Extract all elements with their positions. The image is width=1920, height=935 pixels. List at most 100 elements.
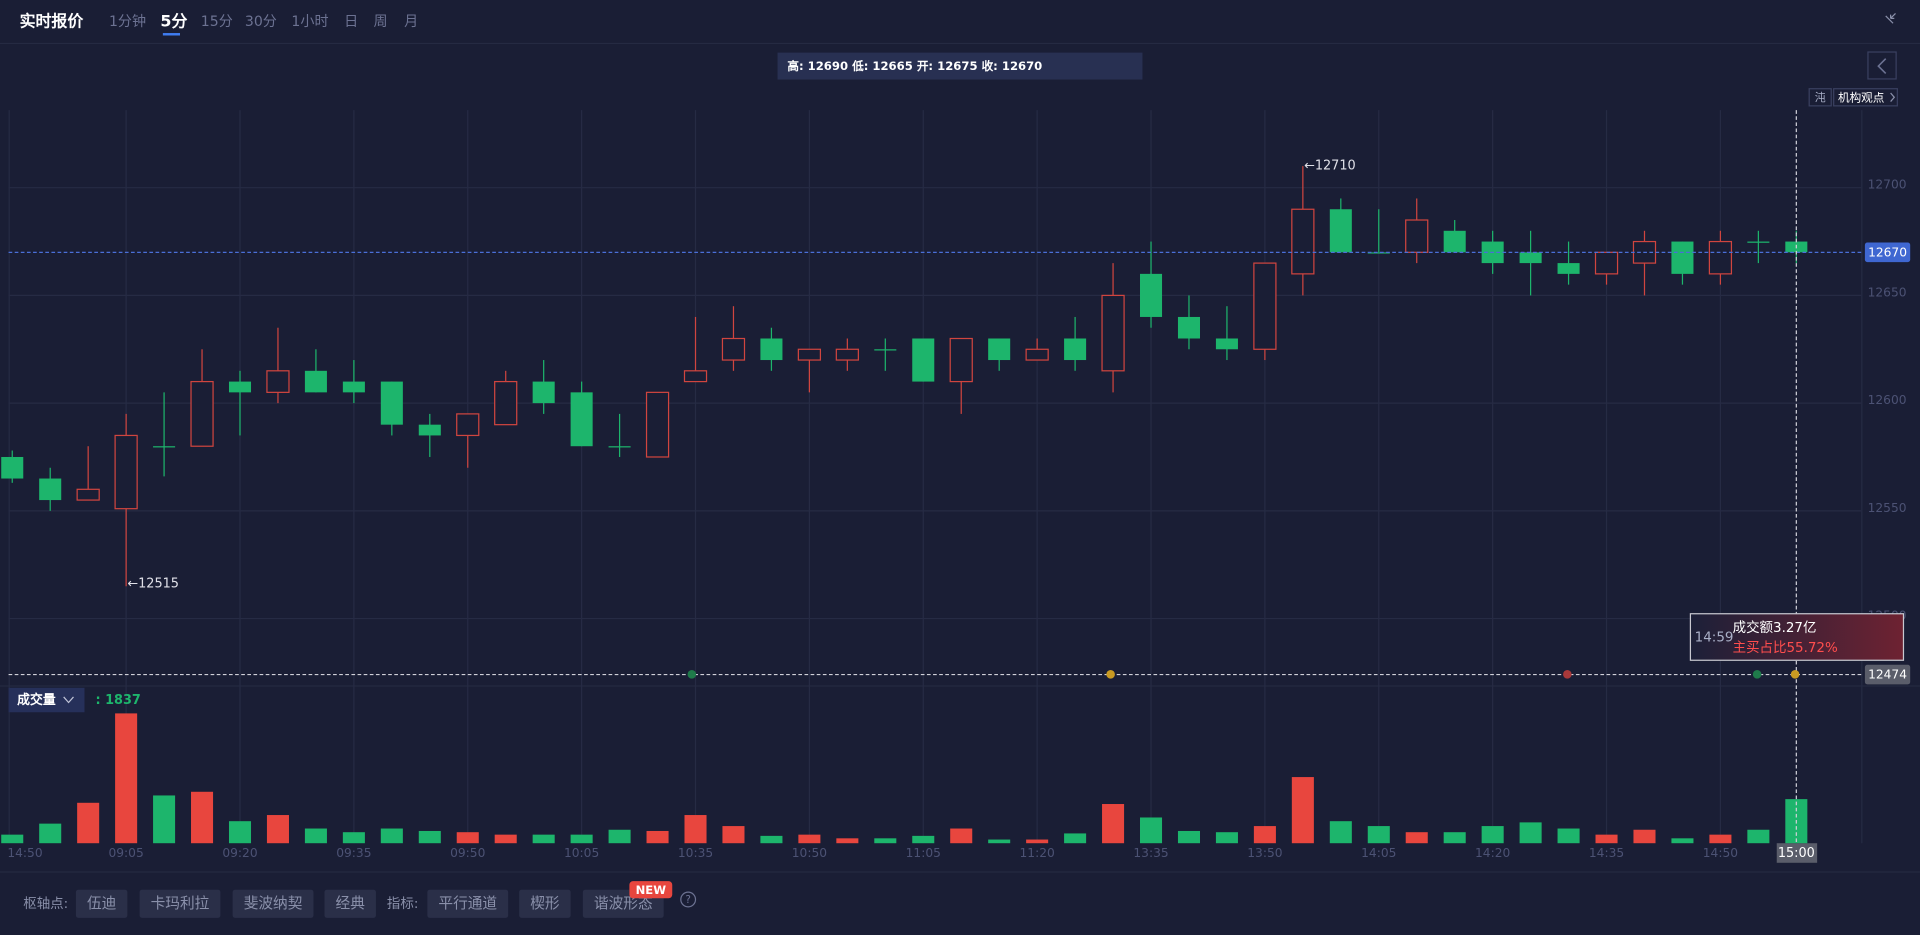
candle-body [153,446,176,448]
y-tick-label: 12600 [1868,393,1907,407]
tooltip-ratio: 主买占比55.72% [1733,640,1838,656]
volume-bar [646,830,669,844]
candle-body [1747,241,1770,243]
candle-body [1671,241,1694,274]
crosshair-price-label: 12474 [1868,668,1907,682]
volume-bar [1253,826,1276,844]
help-icon[interactable] [680,891,697,908]
x-tick-label: 10:50 [792,846,827,860]
event-marker[interactable] [1106,670,1115,679]
toolbar-button-label: 楔形 [530,895,560,912]
candle-body [912,338,935,382]
side-label: 机构观点 [1838,90,1885,104]
interval-tab[interactable]: 1分钟 [109,13,146,30]
indicator-label: 指标: [387,896,418,912]
volume-selector[interactable] [8,687,85,713]
candle-body [228,381,252,393]
volume-bar [1595,834,1618,844]
volume-bar [1405,832,1428,844]
volume-bar [912,835,935,844]
volume-bar [1215,832,1238,844]
x-tick-label: 13:35 [1133,846,1168,860]
candle-body [1708,240,1733,275]
candle-body [1329,209,1352,253]
active-underline [162,33,180,36]
x-tick-label: 14:05 [1361,846,1396,860]
volume-bar [1329,821,1352,844]
volume-bar [266,815,289,844]
candle-body [380,381,403,425]
volume-bar [608,829,631,844]
grid: 125001255012600126501270014:5009:0509:20… [7,110,1907,863]
crosshair-time-box [1776,843,1818,863]
candle-body [1140,273,1163,317]
candle-body [532,381,555,404]
candle-body [1215,338,1238,350]
pivot-label: 枢轴点: [23,896,68,912]
candle-body [76,488,100,501]
collapse-button[interactable] [1867,51,1897,80]
toolbar-button[interactable] [519,889,571,918]
interval-tab[interactable]: 日 [344,14,358,30]
volume-bar [1443,832,1466,844]
candle-body [190,380,214,447]
interval-tab[interactable]: 15分 [201,14,233,30]
volume-bar [1709,834,1732,844]
candle-body [683,370,708,383]
toolbar-button[interactable] [324,889,376,918]
x-tick-label: 11:05 [906,846,941,860]
info-bar [777,52,1143,80]
candle-body [114,434,138,510]
y-tick-label: 12650 [1868,285,1907,299]
side-icon-box[interactable] [1808,88,1832,107]
toolbar-button-label: 平行通道 [438,895,497,912]
candle-body [1557,263,1580,274]
x-tick-label: 09:20 [222,846,257,860]
event-marker[interactable] [1563,670,1572,679]
candle-body [797,348,822,361]
y-tick-label: 12550 [1868,501,1907,515]
toolbar-button[interactable] [139,889,221,918]
event-marker[interactable] [1752,670,1762,679]
shrink-icon[interactable] [1885,13,1896,24]
volume-name: 成交量 [17,692,56,708]
event-marker[interactable] [1790,670,1800,679]
toolbar-button[interactable] [232,889,314,918]
x-tick-label: 10:05 [564,846,599,860]
interval-tab[interactable]: 5分 [160,12,187,31]
event-marker[interactable] [687,670,697,679]
volume-bar [1064,833,1087,844]
volume-bar [228,821,252,844]
volume-bar [456,832,479,844]
volume-bar [1519,822,1542,844]
x-tick-label: 10:35 [678,846,713,860]
toolbar-button-label: 经典 [336,895,366,912]
x-tick-label: 15:00 [1778,846,1815,861]
interval-tabs: 1分钟 5分 15分 30分 1小时日周 月 [109,12,418,36]
candle-body [988,338,1011,361]
toolbar-button[interactable] [75,889,128,918]
volume-bar [836,838,859,844]
help-label: ? [685,894,691,906]
last-price-tag [1864,242,1911,263]
volume-bar [1026,839,1049,844]
volume-bars [1,713,1808,844]
side-button[interactable] [1833,88,1898,107]
info-text: 高: 12690 低: 12665 开: 12675 收: 12670 [787,59,1042,73]
candle-body [1253,262,1277,350]
interval-tab[interactable]: 月 [404,14,418,30]
candle-body [418,424,441,436]
interval-tab[interactable]: 周 [373,14,387,30]
volume-bar [874,838,897,844]
dropdown-icon [63,696,74,704]
toolbar-button[interactable] [427,889,509,918]
candle-body [1405,219,1429,253]
interval-tab[interactable]: 1小时 [291,14,328,30]
volume-bar [950,828,973,844]
interval-tab[interactable]: 30分 [245,14,277,30]
x-tick-label: 14:35 [1589,846,1624,860]
volume-bar [722,826,745,844]
